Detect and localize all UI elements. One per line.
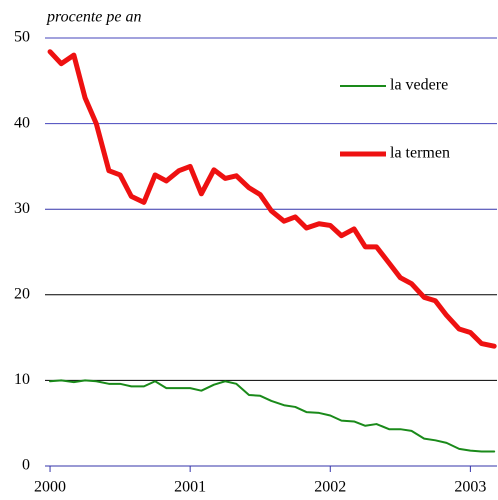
y-tick-label: 50 bbox=[14, 29, 30, 46]
line bbox=[47, 49, 497, 349]
y-tick-label: 40 bbox=[14, 114, 30, 131]
x-tick-label: 2001 bbox=[174, 479, 206, 496]
y-tick-label: 20 bbox=[14, 285, 30, 302]
legend-label: la vedere bbox=[390, 77, 448, 94]
y-tick-label: 30 bbox=[14, 200, 30, 217]
x-tick-label: 2000 bbox=[34, 479, 66, 496]
x-tick-label: 2002 bbox=[314, 479, 346, 496]
legend-label: la termen bbox=[390, 145, 450, 162]
y-axis-label: procente pe an bbox=[46, 9, 141, 26]
x-tick-label: 2003 bbox=[454, 479, 486, 496]
line bbox=[49, 379, 496, 453]
y-tick-label: 0 bbox=[22, 457, 30, 474]
y-tick-label: 10 bbox=[14, 371, 30, 388]
